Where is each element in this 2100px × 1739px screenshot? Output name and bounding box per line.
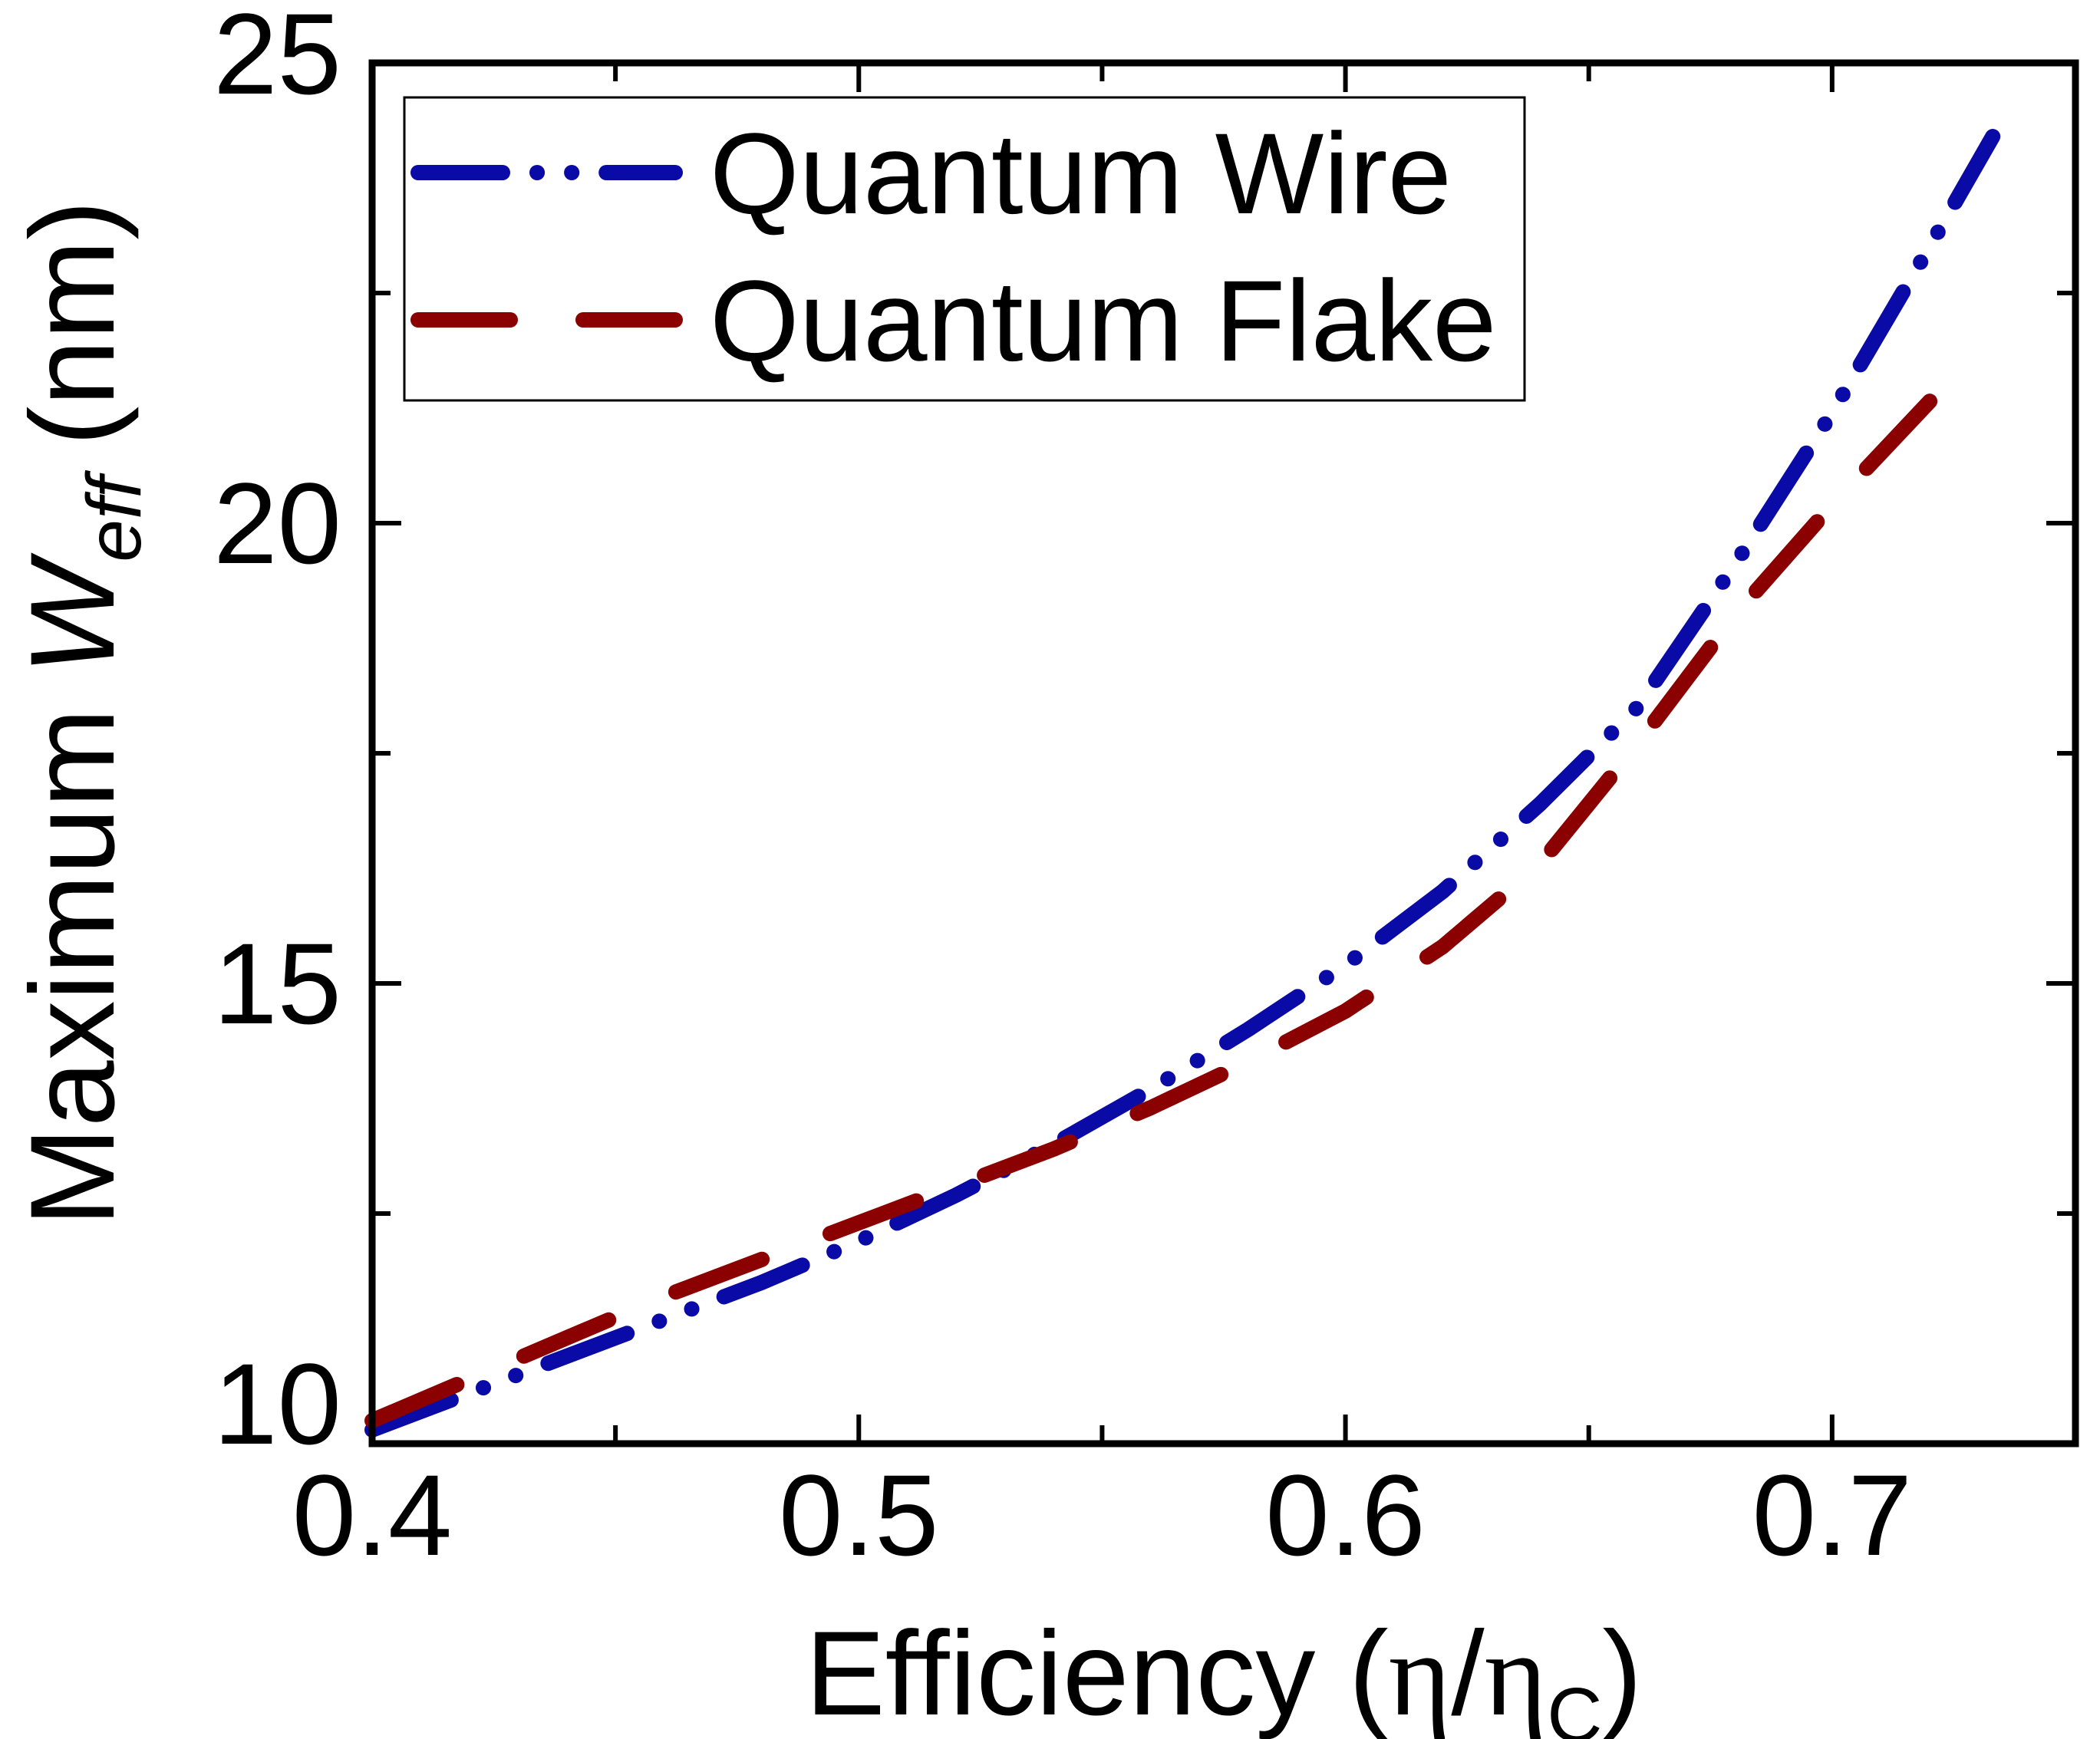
x-axis-title-text: Efficiency (: [806, 1607, 1389, 1739]
y-axis-title: Maximum Weff (nm): [6, 200, 157, 1227]
y-axis-title-unit: (nm): [6, 200, 140, 446]
x-axis-title-eta: η: [1389, 1608, 1452, 1739]
y-tick-label: 20: [213, 459, 341, 588]
legend-label-quantum-flake: Quantum Flake: [710, 256, 1496, 385]
x-tick-label: 0.7: [1752, 1451, 1913, 1579]
y-axis-title-var: W: [6, 552, 140, 675]
y-axis-title-subscript: eff: [71, 469, 157, 562]
x-axis-title-eta-2: η: [1485, 1608, 1548, 1739]
x-tick-label: 0.5: [779, 1451, 939, 1579]
x-tick-label: 0.6: [1265, 1451, 1426, 1579]
series-layer: [364, 129, 2001, 1438]
series-line-quantum-flake: [364, 368, 1962, 1428]
y-tick-label: 25: [213, 0, 341, 118]
x-axis-title-eta-subscript: C: [1547, 1672, 1602, 1739]
y-tick-label: 10: [213, 1339, 341, 1468]
x-tick-label: 0.4: [292, 1451, 453, 1579]
x-axis-title-slash: /: [1451, 1607, 1485, 1739]
tick-layer: [370, 61, 2075, 1446]
x-axis-title: Efficiency (η/ηC): [806, 1607, 1643, 1739]
tick-label-layer: 0.4 0.5 0.6 0.7 10 15 20 25: [213, 0, 1912, 1579]
series-line-quantum-wire: [364, 129, 2001, 1438]
y-tick-label: 15: [213, 919, 341, 1048]
legend: Quantum Wire Quantum Flake: [403, 96, 1526, 402]
x-axis-title-close: ): [1602, 1607, 1642, 1739]
legend-box: [403, 96, 1526, 402]
y-axis-title-prefix: Maximum: [6, 675, 140, 1227]
legend-label-quantum-wire: Quantum Wire: [710, 109, 1452, 238]
